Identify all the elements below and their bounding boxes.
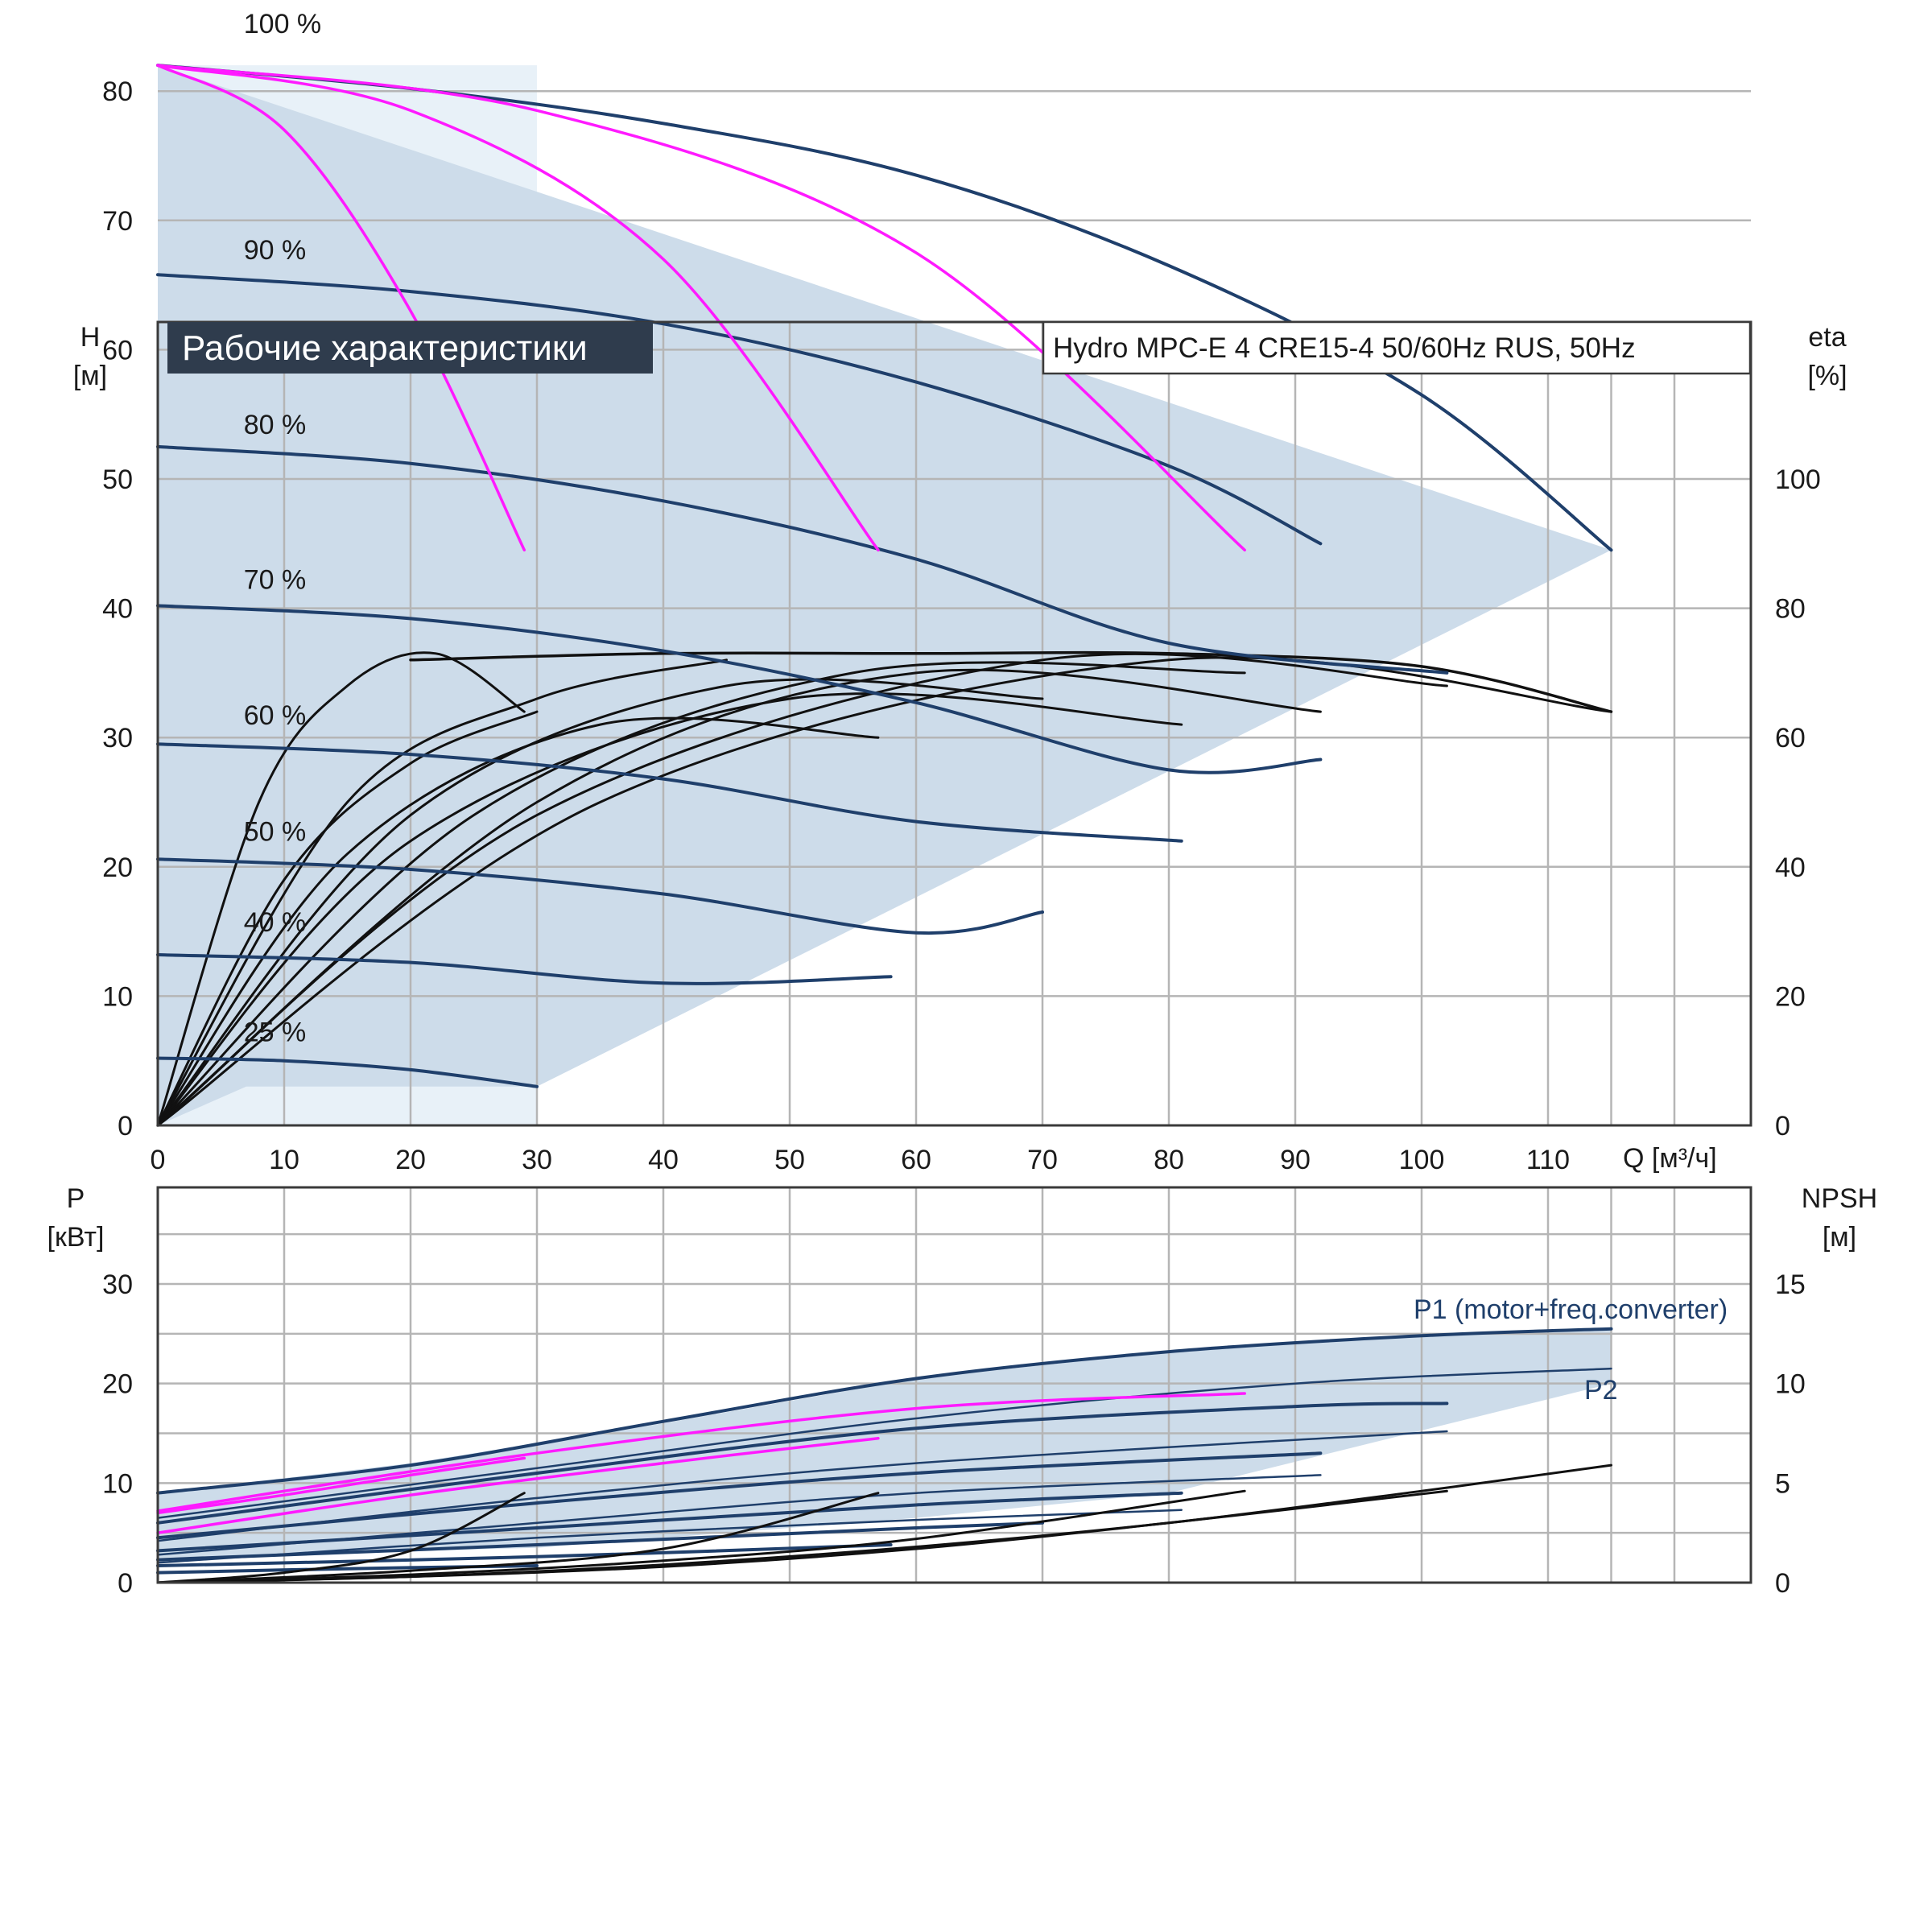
upper-plot-frame [156, 320, 1752, 1127]
p1-curve [156, 1402, 1449, 1525]
speed-label: 80 % [244, 410, 307, 440]
efficiency-curve [156, 661, 1246, 1127]
eta-tick-label: 20 [1775, 981, 1806, 1012]
power-tick-label: 30 [102, 1269, 133, 1300]
x-tick-label: 50 [774, 1145, 805, 1175]
head-curve [156, 604, 1323, 774]
p2-curve-label: P2 [1584, 1375, 1618, 1406]
head-tick-label: 60 [102, 335, 133, 365]
efficiency-curve [156, 658, 728, 1127]
speed-label: 40 % [244, 907, 307, 938]
plot-frames [156, 320, 1752, 1584]
p1-curve [156, 1327, 1613, 1495]
head-curve [156, 444, 1449, 675]
y-axis-label-head: H [м] [73, 322, 107, 391]
efficiency-curve [156, 652, 1448, 1127]
head-tick-label: 70 [102, 206, 133, 237]
eta-tick-label: 80 [1775, 594, 1806, 625]
lower-plot-frame [156, 1186, 1752, 1584]
x-tick-label: 110 [1526, 1145, 1570, 1175]
model-box [1042, 320, 1752, 375]
p1-curve [156, 1521, 1044, 1562]
power-operating-region [158, 1328, 1612, 1558]
head-curve-partial [156, 64, 1246, 552]
p1-curve-partial [156, 1392, 1246, 1513]
chart-title: Рабочие характеристики [182, 328, 588, 368]
efficiency-curve [156, 678, 1044, 1127]
head-tick-label: 20 [102, 852, 133, 883]
x-tick-label: 10 [269, 1145, 299, 1175]
efficiency-curve [156, 716, 880, 1127]
x-tick-label: 20 [395, 1145, 426, 1175]
x-tick-label: 60 [901, 1145, 931, 1175]
speed-label: 25 % [244, 1018, 307, 1048]
head-curve [156, 1056, 539, 1088]
tick-labels: 100 % 90 % 80 % 70 % 60 % 50 % 40 % 25 % 0 10 20 30… [102, 9, 1821, 1599]
npsh-curve [156, 1489, 1246, 1584]
p1-curve-label: P1 (motor+freq.converter) [1414, 1294, 1728, 1325]
curves [156, 64, 1613, 1584]
efficiency-curve [156, 656, 1612, 1127]
chart-title-box [167, 322, 653, 374]
head-tick-label: 10 [102, 981, 133, 1012]
speed-label: 50 % [244, 817, 307, 848]
npsh-curve [156, 1489, 1448, 1584]
power-tick-label: 0 [118, 1568, 133, 1599]
power-tick-label: 10 [102, 1468, 133, 1499]
model-name: Hydro MPC-E 4 CRE15-4 50/60Hz RUS, 50Hz [1053, 332, 1636, 364]
efficiency-envelope [409, 650, 1613, 713]
x-tick-label: 0 [151, 1145, 166, 1175]
head-curve [156, 857, 1044, 935]
x-tick-label: 100 [1399, 1145, 1445, 1175]
head-tick-label: 80 [102, 76, 133, 107]
speed-label: 100 % [244, 9, 321, 39]
head-curve [156, 953, 893, 985]
head-tick-label: 30 [102, 723, 133, 753]
head-curve [156, 273, 1323, 546]
y-axis-label-eta: eta [%] [1807, 322, 1847, 391]
p1-curve-partial [156, 1436, 880, 1534]
p1-curve [156, 1491, 1183, 1553]
eta-tick-label: 40 [1775, 852, 1806, 883]
eta-tick-label: 0 [1775, 1111, 1790, 1141]
p2-curve [156, 1367, 1612, 1519]
y-axis-label-power: P [кВт] [47, 1183, 105, 1253]
x-tick-label: 80 [1154, 1145, 1184, 1175]
speed-label: 60 % [244, 700, 307, 731]
head-operating-region [158, 65, 1612, 1126]
head-tick-label: 0 [118, 1111, 133, 1141]
x-tick-label: 30 [522, 1145, 552, 1175]
head-curve-partial [156, 64, 880, 552]
npsh-tick-label: 5 [1775, 1468, 1790, 1499]
x-tick-label: 70 [1027, 1145, 1058, 1175]
p1-curve-partial [156, 1456, 526, 1515]
npsh-tick-label: 15 [1775, 1269, 1806, 1300]
eta-tick-label: 60 [1775, 723, 1806, 753]
head-tick-label: 40 [102, 594, 133, 625]
npsh-tick-label: 10 [1775, 1369, 1806, 1400]
x-tick-label: 90 [1280, 1145, 1311, 1175]
speed-label: 70 % [244, 565, 307, 596]
head-curve [156, 742, 1183, 843]
p1-curve [156, 1543, 893, 1567]
npsh-curve [156, 1492, 880, 1584]
npsh-tick-label: 0 [1775, 1568, 1790, 1599]
head-curve-partial [156, 64, 526, 552]
power-tick-label: 20 [102, 1369, 133, 1400]
y-axis-label-npsh: NPSH [м] [1802, 1183, 1877, 1253]
p2-curve [156, 1509, 1183, 1564]
speed-label: 90 % [244, 235, 307, 266]
head-tick-label: 50 [102, 464, 133, 495]
x-axis-label: Q [м³/ч] [1623, 1143, 1717, 1174]
eta-tick-label: 100 [1775, 464, 1821, 495]
x-tick-label: 40 [648, 1145, 679, 1175]
npsh-curve [156, 1492, 526, 1584]
p1-curve [156, 1451, 1323, 1540]
